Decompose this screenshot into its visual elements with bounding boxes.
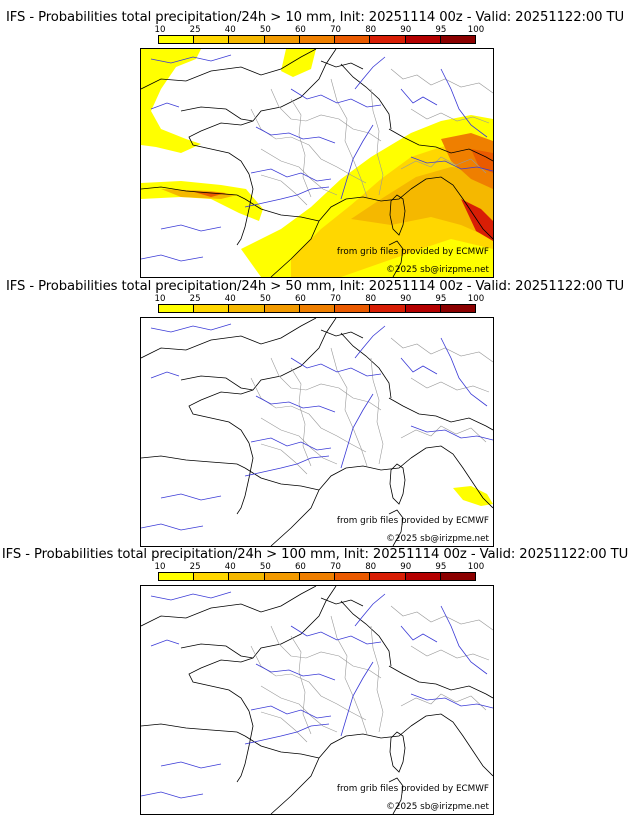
colorbar-tick-label: 90 [400,562,412,572]
copyright-credit: ©2025 sb@irizpme.net [386,802,489,812]
colorbar-swatch [229,573,265,580]
colorbar-swatch [370,573,406,580]
colorbar-tick-label: 100 [467,294,485,304]
colorbar-swatch [440,36,475,43]
colorbar-tick-label: 50 [259,25,271,35]
colorbar [158,572,476,581]
colorbar-swatch [299,36,336,43]
colorbar-swatch [229,305,265,312]
colorbar-swatch [299,305,336,312]
colorbar-tick-label: 100 [467,25,485,35]
colorbar-swatch [159,573,195,580]
colorbar-tick-label: 95 [435,294,447,304]
colorbar-swatch [405,573,441,580]
map-svg [141,586,493,814]
colorbar-tick-label: 25 [189,25,201,35]
colorbar-swatch [405,305,441,312]
colorbar [158,304,476,313]
colorbar-tick-label: 25 [189,294,201,304]
colorbar-tick-label: 10 [154,294,166,304]
colorbar-swatch [229,36,265,43]
colorbar-tick-label: 50 [259,294,271,304]
colorbar-swatch [194,305,230,312]
colorbar-swatch [370,36,406,43]
colorbar-tick-label: 10 [154,562,166,572]
colorbar-tick-label: 80 [365,25,377,35]
colorbar-swatch [264,573,300,580]
panel-title: IFS - Probabilities total precipitation/… [5,279,625,294]
colorbar-swatch [264,305,300,312]
panel-title: IFS - Probabilities total precipitation/… [1,547,629,562]
colorbar-swatch [159,36,195,43]
colorbar-tick-label: 100 [467,562,485,572]
colorbar-swatch [440,573,475,580]
map-svg [141,318,493,546]
colorbar-labels: 10 25 40 50 60 70 80 90 95 100 [154,562,485,572]
colorbar-tick-label: 40 [224,562,236,572]
map-panel-50mm: IFS - Probabilities total precipitation/… [0,269,630,547]
colorbar-tick-label: 80 [365,562,377,572]
colorbar-tick-label: 70 [330,294,342,304]
precip-shading [141,49,493,277]
colorbar-tick-label: 40 [224,294,236,304]
panel-title: IFS - Probabilities total precipitation/… [5,10,625,25]
colorbar-swatch [159,305,195,312]
precip-shading [453,486,493,506]
colorbar-tick-label: 90 [400,294,412,304]
colorbar-swatch [370,305,406,312]
colorbar-tick-label: 25 [189,562,201,572]
copyright-credit: ©2025 sb@irizpme.net [386,534,489,544]
colorbar-tick-label: 95 [435,25,447,35]
colorbar-tick-label: 60 [294,562,306,572]
colorbar-tick-label: 40 [224,25,236,35]
colorbar-tick-label: 70 [330,25,342,35]
map-panel-100mm: IFS - Probabilities total precipitation/… [0,537,630,815]
colorbar-tick-label: 60 [294,25,306,35]
colorbar-swatch [335,36,371,43]
colorbar-labels: 10 25 40 50 60 70 80 90 95 100 [154,294,485,304]
colorbar-swatch [335,573,371,580]
map-svg [141,49,493,277]
colorbar-swatch [194,36,230,43]
colorbar-tick-label: 80 [365,294,377,304]
colorbar-swatch [440,305,475,312]
colorbar-swatch [194,573,230,580]
colorbar-tick-label: 90 [400,25,412,35]
colorbar-swatch [335,305,371,312]
colorbar-swatch [405,36,441,43]
colorbar-tick-label: 95 [435,562,447,572]
colorbar-swatch [264,36,300,43]
map-panel-10mm: IFS - Probabilities total precipitation/… [0,0,630,278]
colorbar-tick-label: 10 [154,25,166,35]
probability-map: from grib files provided by ECMWF ©2025 … [140,585,494,815]
probability-map: from grib files provided by ECMWF ©2025 … [140,48,494,278]
probability-map: from grib files provided by ECMWF ©2025 … [140,317,494,547]
source-credit: from grib files provided by ECMWF [336,784,489,794]
colorbar-tick-label: 50 [259,562,271,572]
copyright-credit: ©2025 sb@irizpme.net [386,265,489,275]
colorbar [158,35,476,44]
source-credit: from grib files provided by ECMWF [336,247,489,257]
colorbar-tick-label: 70 [330,562,342,572]
colorbar-tick-label: 60 [294,294,306,304]
source-credit: from grib files provided by ECMWF [336,516,489,526]
colorbar-swatch [299,573,336,580]
colorbar-labels: 10 25 40 50 60 70 80 90 95 100 [154,25,485,35]
